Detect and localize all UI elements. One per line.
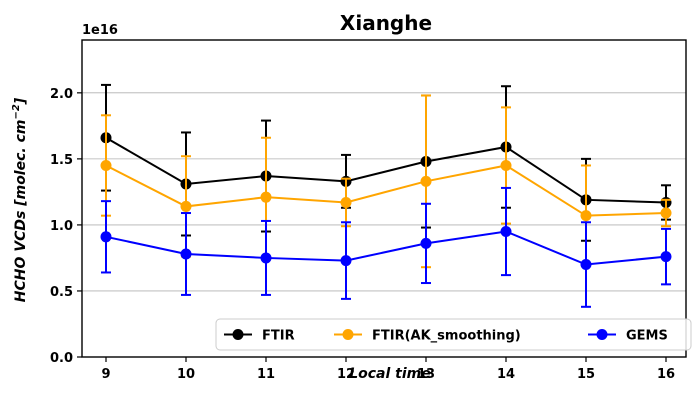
x-tick-label-7: 16: [657, 367, 675, 382]
x-tick-label-0: 9: [101, 367, 110, 382]
y-axis-ticks: 0.0 0.5 1.0 1.5 2.0: [50, 87, 82, 366]
legend: FTIR FTIR(AK_smoothing) GEMS: [215, 318, 692, 351]
data-point-1-6: [580, 210, 592, 222]
data-point-2-6: [580, 259, 592, 271]
data-point-2-3: [340, 255, 352, 267]
data-point-2-5: [500, 226, 512, 238]
y-tick-label-3: 1.5: [50, 153, 73, 168]
data-point-2-2: [260, 252, 272, 264]
series-layer: [100, 83, 672, 308]
data-point-2-1: [180, 248, 192, 260]
legend-label-1: FTIR(AK_smoothing): [372, 329, 521, 344]
y-tick-label-0: 0.0: [50, 351, 73, 366]
y-tick-label-4: 2.0: [50, 87, 73, 102]
legend-label-0: FTIR: [262, 329, 295, 344]
data-point-1-0: [100, 159, 112, 171]
x-axis-ticks: 9 10 11 12 13 14 15 16: [101, 357, 675, 382]
data-point-2-0: [100, 231, 112, 243]
legend-box: [215, 318, 692, 351]
data-point-1-3: [340, 196, 352, 208]
legend-label-2: GEMS: [626, 329, 668, 344]
y-axis-label-close: ]: [13, 97, 29, 105]
plot-area-frame: [81, 39, 687, 358]
x-tick-label-6: 15: [577, 367, 595, 382]
data-point-1-4: [420, 175, 432, 187]
data-point-1-2: [260, 191, 272, 203]
legend-marker-1: [342, 329, 354, 340]
y-tick-label-2: 1.0: [50, 219, 73, 234]
y-axis-label: HCHO VCDs [molec. cm−2]: [11, 97, 29, 302]
x-tick-label-2: 11: [257, 367, 275, 382]
series-line-0: [105, 136, 667, 204]
x-tick-label-1: 10: [177, 367, 195, 382]
data-point-2-7: [660, 251, 672, 263]
x-tick-label-4: 13: [417, 367, 435, 382]
x-tick-label-5: 14: [497, 367, 515, 382]
legend-marker-0: [232, 329, 244, 340]
y-axis-label-exponent: −2: [11, 104, 22, 119]
data-point-1-1: [180, 200, 192, 212]
x-tick-label-3: 12: [337, 367, 355, 382]
data-point-1-7: [660, 207, 672, 219]
data-point-1-5: [500, 159, 512, 171]
y-tick-label-1: 0.5: [50, 285, 73, 300]
y-axis-label-main: HCHO VCDs [molec. cm: [13, 120, 29, 303]
series-line-1: [105, 164, 667, 217]
data-point-2-4: [420, 237, 432, 249]
chart-title: Xianghe: [340, 11, 432, 35]
series-2: [100, 186, 672, 308]
x-axis-label: Local time: [349, 366, 431, 382]
y-axis-offset-label: 1e16: [82, 23, 118, 38]
legend-marker-2: [596, 329, 608, 340]
series-line-2: [105, 230, 667, 266]
